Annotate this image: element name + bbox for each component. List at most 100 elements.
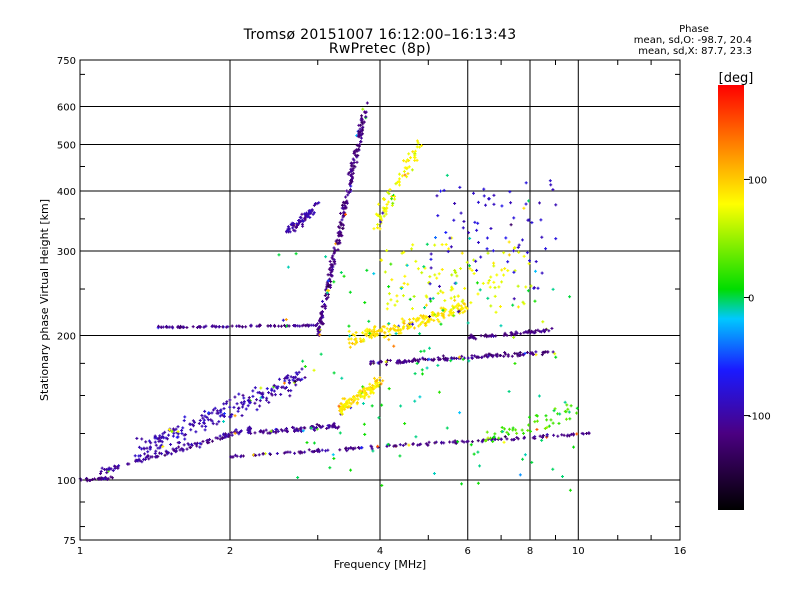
data-point: [538, 201, 542, 205]
data-point: [370, 404, 374, 408]
data-point: [267, 391, 271, 395]
data-point: [460, 307, 464, 311]
data-point: [175, 435, 179, 439]
data-point: [153, 434, 157, 438]
data-point: [140, 437, 144, 441]
data-point: [526, 289, 530, 293]
data-point: [332, 457, 336, 461]
data-point: [491, 249, 495, 253]
data-point: [182, 325, 186, 329]
data-point: [519, 332, 523, 336]
data-point: [172, 449, 176, 453]
data-point: [174, 427, 178, 431]
data-point: [363, 432, 367, 436]
data-point: [498, 305, 502, 309]
colorbar-label: [deg]: [719, 71, 754, 86]
data-point: [365, 334, 369, 338]
data-point: [524, 181, 528, 185]
data-point: [379, 220, 383, 224]
data-point: [350, 164, 354, 168]
data-point: [479, 334, 483, 338]
data-point: [156, 454, 160, 458]
data-point: [503, 333, 507, 337]
data-point: [191, 325, 195, 329]
data-point: [507, 253, 511, 257]
data-point: [413, 153, 417, 157]
data-point: [413, 372, 417, 376]
data-point: [434, 314, 438, 318]
data-point: [502, 354, 506, 358]
data-point: [351, 175, 355, 179]
data-point: [359, 446, 363, 450]
data-point: [319, 426, 323, 430]
data-point: [453, 439, 457, 443]
data-point: [363, 111, 367, 115]
data-point: [111, 469, 115, 473]
data-point: [522, 436, 526, 440]
data-point: [464, 306, 468, 310]
data-point: [518, 350, 522, 354]
data-point: [391, 326, 395, 330]
data-point: [551, 350, 555, 354]
data-point: [248, 425, 252, 429]
data-point: [167, 428, 171, 432]
data-point: [432, 318, 436, 322]
data-point: [218, 434, 222, 438]
data-point: [240, 325, 244, 329]
data-point: [430, 313, 434, 317]
data-point: [428, 275, 432, 279]
data-point: [467, 264, 471, 268]
data-point: [487, 278, 491, 282]
data-point: [540, 235, 544, 239]
data-point: [365, 387, 369, 391]
data-point: [349, 174, 353, 178]
data-point: [451, 440, 455, 444]
data-point: [482, 187, 486, 191]
data-point: [294, 252, 298, 256]
data-point: [420, 144, 424, 148]
data-point: [279, 324, 283, 328]
data-point: [499, 324, 503, 328]
data-point: [499, 437, 503, 441]
data-point: [109, 475, 113, 479]
data-point: [528, 352, 532, 356]
data-point: [172, 431, 176, 435]
data-point: [511, 428, 515, 432]
data-point: [385, 327, 389, 331]
data-point: [426, 443, 430, 447]
data-point: [301, 359, 305, 363]
data-point: [476, 481, 480, 485]
data-point: [349, 446, 353, 450]
data-point: [321, 424, 325, 428]
data-point: [313, 324, 317, 328]
data-point: [361, 385, 365, 389]
data-point: [348, 290, 352, 294]
data-point: [361, 107, 365, 111]
data-point: [147, 457, 151, 461]
data-point: [362, 422, 366, 426]
data-point: [387, 285, 391, 289]
data-point: [314, 425, 318, 429]
data-point: [297, 220, 301, 224]
data-point: [470, 356, 474, 360]
data-point: [439, 289, 443, 293]
data-point: [349, 169, 353, 173]
data-point: [459, 304, 463, 308]
data-point: [522, 254, 526, 258]
data-point: [427, 440, 431, 444]
data-point: [340, 408, 344, 412]
data-point: [424, 303, 428, 307]
data-point: [269, 324, 273, 328]
data-point: [374, 382, 378, 386]
data-point: [198, 445, 202, 449]
data-point: [210, 439, 214, 443]
data-point: [465, 260, 469, 264]
data-point: [434, 440, 438, 444]
data-point: [283, 428, 287, 432]
data-point: [248, 428, 252, 432]
data-point: [163, 430, 167, 434]
data-point: [402, 169, 406, 173]
data-point: [341, 226, 345, 230]
data-point: [297, 370, 301, 374]
data-point: [452, 314, 456, 318]
